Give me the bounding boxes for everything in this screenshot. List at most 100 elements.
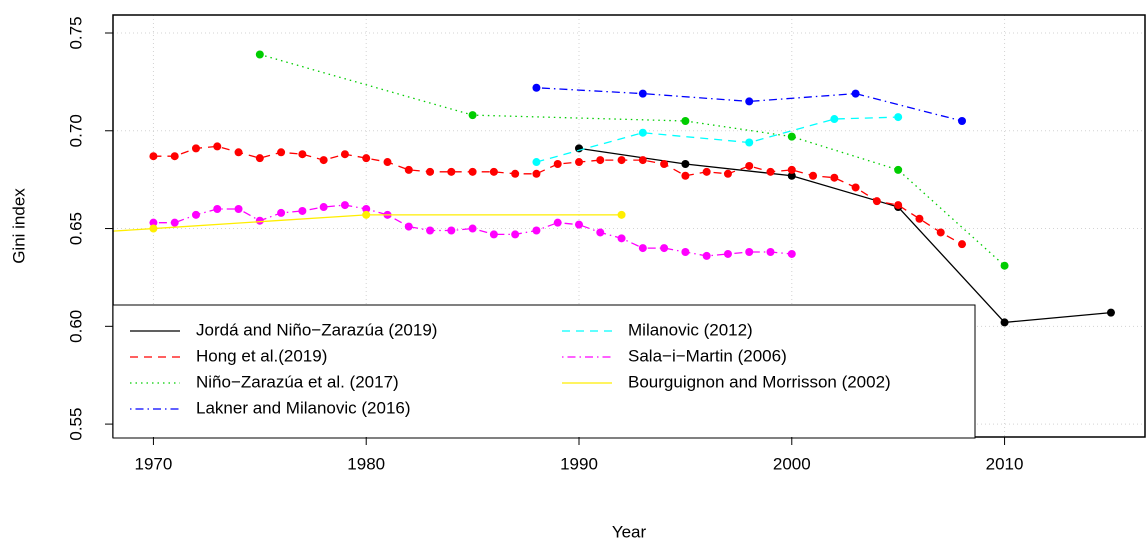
y-tick-label: 0.65	[66, 212, 85, 245]
data-point	[277, 208, 286, 217]
series-line	[153, 145, 963, 245]
data-point	[638, 128, 647, 137]
data-point	[787, 165, 796, 174]
y-axis-title: Gini index	[9, 188, 28, 264]
data-point	[894, 113, 903, 122]
y-tick-label: 0.75	[66, 16, 85, 49]
data-point	[787, 249, 796, 258]
data-point	[1000, 261, 1009, 270]
legend: Jordá and Niño−Zarazúa (2019) Hong et al.…	[112, 304, 976, 439]
legend-box	[112, 304, 976, 439]
data-point	[745, 161, 754, 170]
data-point	[596, 228, 605, 237]
data-point	[319, 203, 328, 212]
data-point	[404, 165, 413, 174]
data-point	[660, 160, 669, 169]
data-point	[617, 234, 626, 243]
data-point	[489, 167, 498, 176]
data-point	[170, 152, 179, 161]
data-point	[830, 173, 839, 182]
data-point	[149, 152, 158, 161]
data-point	[681, 171, 690, 180]
y-tick-label: 0.70	[66, 114, 85, 147]
x-axis-title: Year	[612, 522, 647, 541]
data-point	[383, 158, 392, 167]
data-point	[532, 169, 541, 178]
data-point	[574, 220, 583, 229]
data-point	[745, 97, 754, 106]
series-line	[113, 214, 622, 232]
x-tick-label: 1970	[135, 454, 173, 473]
data-point	[766, 248, 775, 257]
data-point	[617, 210, 626, 219]
data-point	[298, 206, 307, 215]
data-point	[255, 50, 264, 59]
legend-label: Jordá and Niño−Zarazúa (2019)	[196, 320, 437, 339]
data-point	[298, 150, 307, 159]
series-line	[536, 87, 963, 122]
data-point	[1106, 308, 1115, 317]
data-point	[702, 251, 711, 260]
data-point	[511, 230, 520, 239]
data-point	[489, 230, 498, 239]
data-point	[745, 248, 754, 257]
data-point	[213, 204, 222, 213]
data-point	[234, 204, 243, 213]
data-point	[191, 210, 200, 219]
data-point	[234, 148, 243, 157]
data-point	[915, 214, 924, 223]
data-point	[468, 224, 477, 233]
data-point	[447, 226, 456, 235]
data-point	[702, 167, 711, 176]
data-point	[766, 167, 775, 176]
x-tick-label: 1990	[560, 454, 598, 473]
data-point	[574, 158, 583, 167]
data-point	[681, 116, 690, 125]
data-point	[340, 150, 349, 159]
data-point	[362, 204, 371, 213]
data-point	[851, 89, 860, 98]
data-point	[532, 83, 541, 92]
data-point	[149, 224, 158, 233]
data-point	[596, 156, 605, 165]
data-point	[213, 142, 222, 151]
data-point	[894, 201, 903, 210]
data-point	[532, 158, 541, 167]
data-point	[723, 249, 732, 258]
data-point	[362, 210, 371, 219]
data-point	[553, 160, 562, 169]
data-point	[447, 167, 456, 176]
data-point	[191, 144, 200, 153]
series-line	[536, 116, 899, 163]
legend-label: Milanovic (2012)	[628, 320, 753, 339]
legend-label: Sala−i−Martin (2006)	[628, 346, 787, 365]
data-point	[617, 156, 626, 165]
data-point	[872, 197, 881, 206]
y-tick-label: 0.55	[66, 408, 85, 441]
data-point	[638, 244, 647, 253]
y-tick-label: 0.60	[66, 310, 85, 343]
data-point	[1000, 318, 1009, 327]
data-point	[787, 171, 796, 180]
data-point	[511, 169, 520, 178]
data-point	[468, 167, 477, 176]
plot-area	[113, 50, 1115, 327]
data-point	[170, 218, 179, 227]
axes: 1970 1980 1990 2000 2010 0.55 0.60 0.65 0.70 0.75	[66, 16, 1023, 473]
data-point	[638, 156, 647, 165]
data-point	[553, 218, 562, 227]
series-line	[578, 147, 1112, 324]
data-point	[958, 240, 967, 249]
legend-label: Niño−Zarazúa et al. (2017)	[196, 372, 399, 391]
data-point	[277, 148, 286, 157]
data-point	[426, 167, 435, 176]
data-point	[638, 89, 647, 98]
data-point	[681, 248, 690, 257]
data-point	[574, 144, 583, 153]
x-tick-label: 1980	[347, 454, 385, 473]
series-line	[259, 53, 1005, 267]
data-point	[362, 154, 371, 163]
data-point	[660, 244, 669, 253]
data-point	[851, 183, 860, 192]
data-point	[149, 218, 158, 227]
